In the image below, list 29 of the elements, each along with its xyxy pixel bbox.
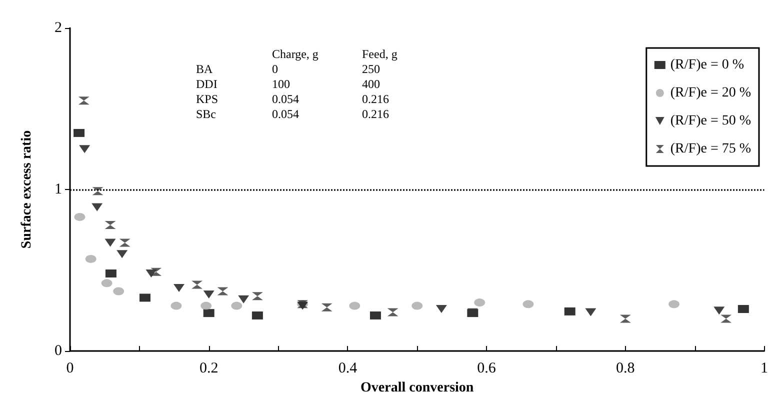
y-axis-title: Surface excess ratio: [20, 130, 34, 249]
y-tick-label: 2: [54, 20, 62, 36]
x-tick-label: 0: [66, 360, 74, 376]
annotation: Feed, g: [362, 47, 398, 61]
annotation: 400: [362, 77, 380, 91]
annotation: 0: [272, 62, 278, 76]
annotation: 100: [272, 77, 290, 91]
x-tick-label: 0.8: [616, 360, 635, 376]
y-tick-label: 1: [54, 182, 62, 198]
legend-label: (R/F)e = 75 %: [670, 142, 752, 156]
annotation: BA: [196, 62, 214, 76]
annotation: 0.054: [272, 107, 299, 121]
annotation: DDI: [196, 77, 218, 91]
x-tick-label: 0.4: [338, 360, 358, 376]
annotation: 250: [362, 62, 380, 76]
annotation: KPS: [196, 92, 218, 106]
legend-label: (R/F)e = 50 %: [670, 114, 752, 128]
x-tick-label: 0.6: [477, 360, 496, 376]
annotation: SBc: [196, 107, 216, 121]
annotation: 0.216: [362, 107, 389, 121]
x-axis-title: Overall conversion: [360, 380, 474, 396]
legend-label: (R/F)e = 20 %: [670, 86, 752, 100]
y-tick-label: 0: [54, 343, 62, 359]
annotation: Charge, g: [272, 47, 318, 61]
x-tick-label: 1: [760, 360, 768, 376]
annotation: 0.216: [362, 92, 389, 106]
legend-label: (R/F)e = 0 %: [670, 58, 744, 72]
annotation: 0.054: [272, 92, 299, 106]
x-tick-label: 0.2: [199, 360, 218, 376]
